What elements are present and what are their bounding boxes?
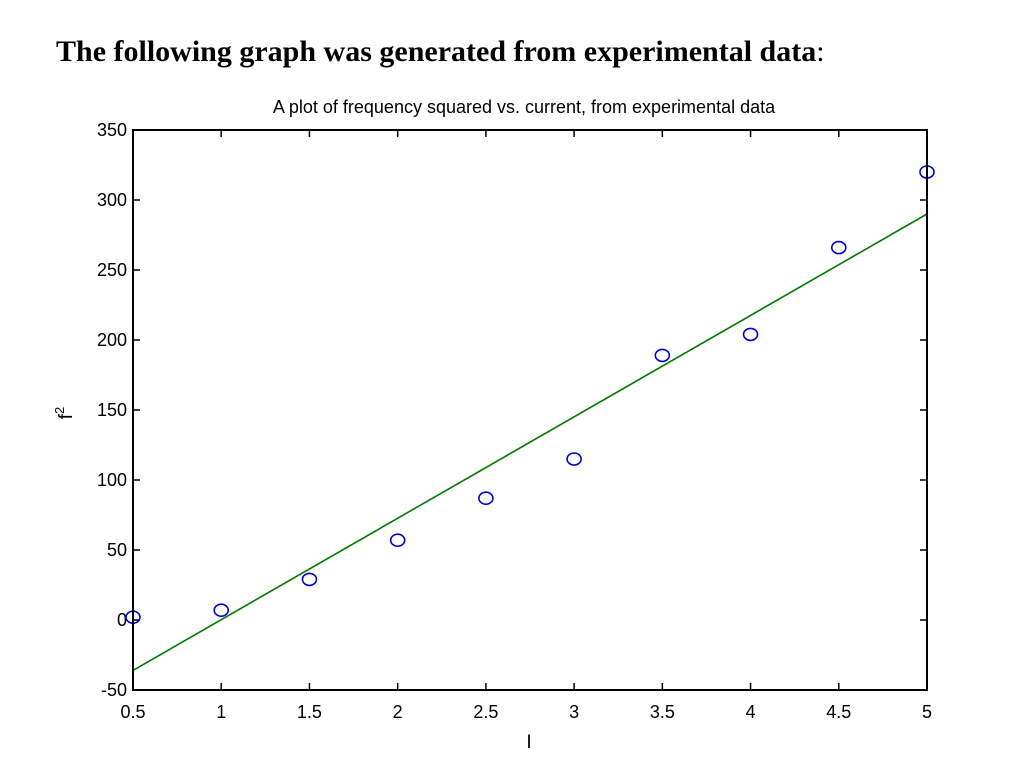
fit-line <box>132 213 928 672</box>
data-point <box>213 603 230 618</box>
data-point <box>478 491 494 506</box>
data-point <box>742 327 759 342</box>
page-heading: The following graph was generated from e… <box>56 32 825 72</box>
x-tick-label: 2 <box>393 702 403 722</box>
x-tick-label: 2.5 <box>473 702 498 722</box>
x-tick-label: 3 <box>569 702 579 722</box>
plot-area: 0.5 1 1.5 2 2.5 3 3.5 4 4.5 5 -50 0 50 100 150 200 250 30… <box>97 120 935 722</box>
plot-frame <box>132 129 928 691</box>
page-heading-colon: : <box>816 35 825 68</box>
y-tick-label: 250 <box>97 260 127 280</box>
page-heading-text: The following graph was generated from e… <box>56 35 817 68</box>
x-tick-label: 4 <box>746 702 756 722</box>
y-axis-label-base: f <box>56 413 77 419</box>
x-tick-label: 5 <box>922 702 932 722</box>
x-tick-label: 3.5 <box>650 702 675 722</box>
data-point <box>566 452 582 466</box>
y-tick-label: 300 <box>97 190 127 210</box>
x-tick-label: 4.5 <box>826 702 851 722</box>
y-tick-label: 100 <box>97 470 127 490</box>
y-tick-label: 50 <box>107 540 127 560</box>
data-point <box>654 348 671 363</box>
y-axis-label-superscript: 2 <box>52 407 67 414</box>
data-point <box>830 240 847 255</box>
y-axis-label: f2 <box>52 407 77 420</box>
x-tick-label: 1.5 <box>297 702 322 722</box>
x-axis-label: I <box>526 732 531 753</box>
chart-title: A plot of frequency squared vs. current,… <box>273 97 776 117</box>
y-tick-label: 200 <box>97 330 127 350</box>
y-tick-label: 350 <box>97 120 127 140</box>
data-point <box>389 533 406 548</box>
y-tick-label: 0 <box>117 610 127 630</box>
y-tick-label: 150 <box>97 400 127 420</box>
y-tick-label: -50 <box>101 680 127 700</box>
x-tick-label: 0.5 <box>120 702 145 722</box>
x-tick-label: 1 <box>216 702 226 722</box>
data-point <box>301 572 318 587</box>
